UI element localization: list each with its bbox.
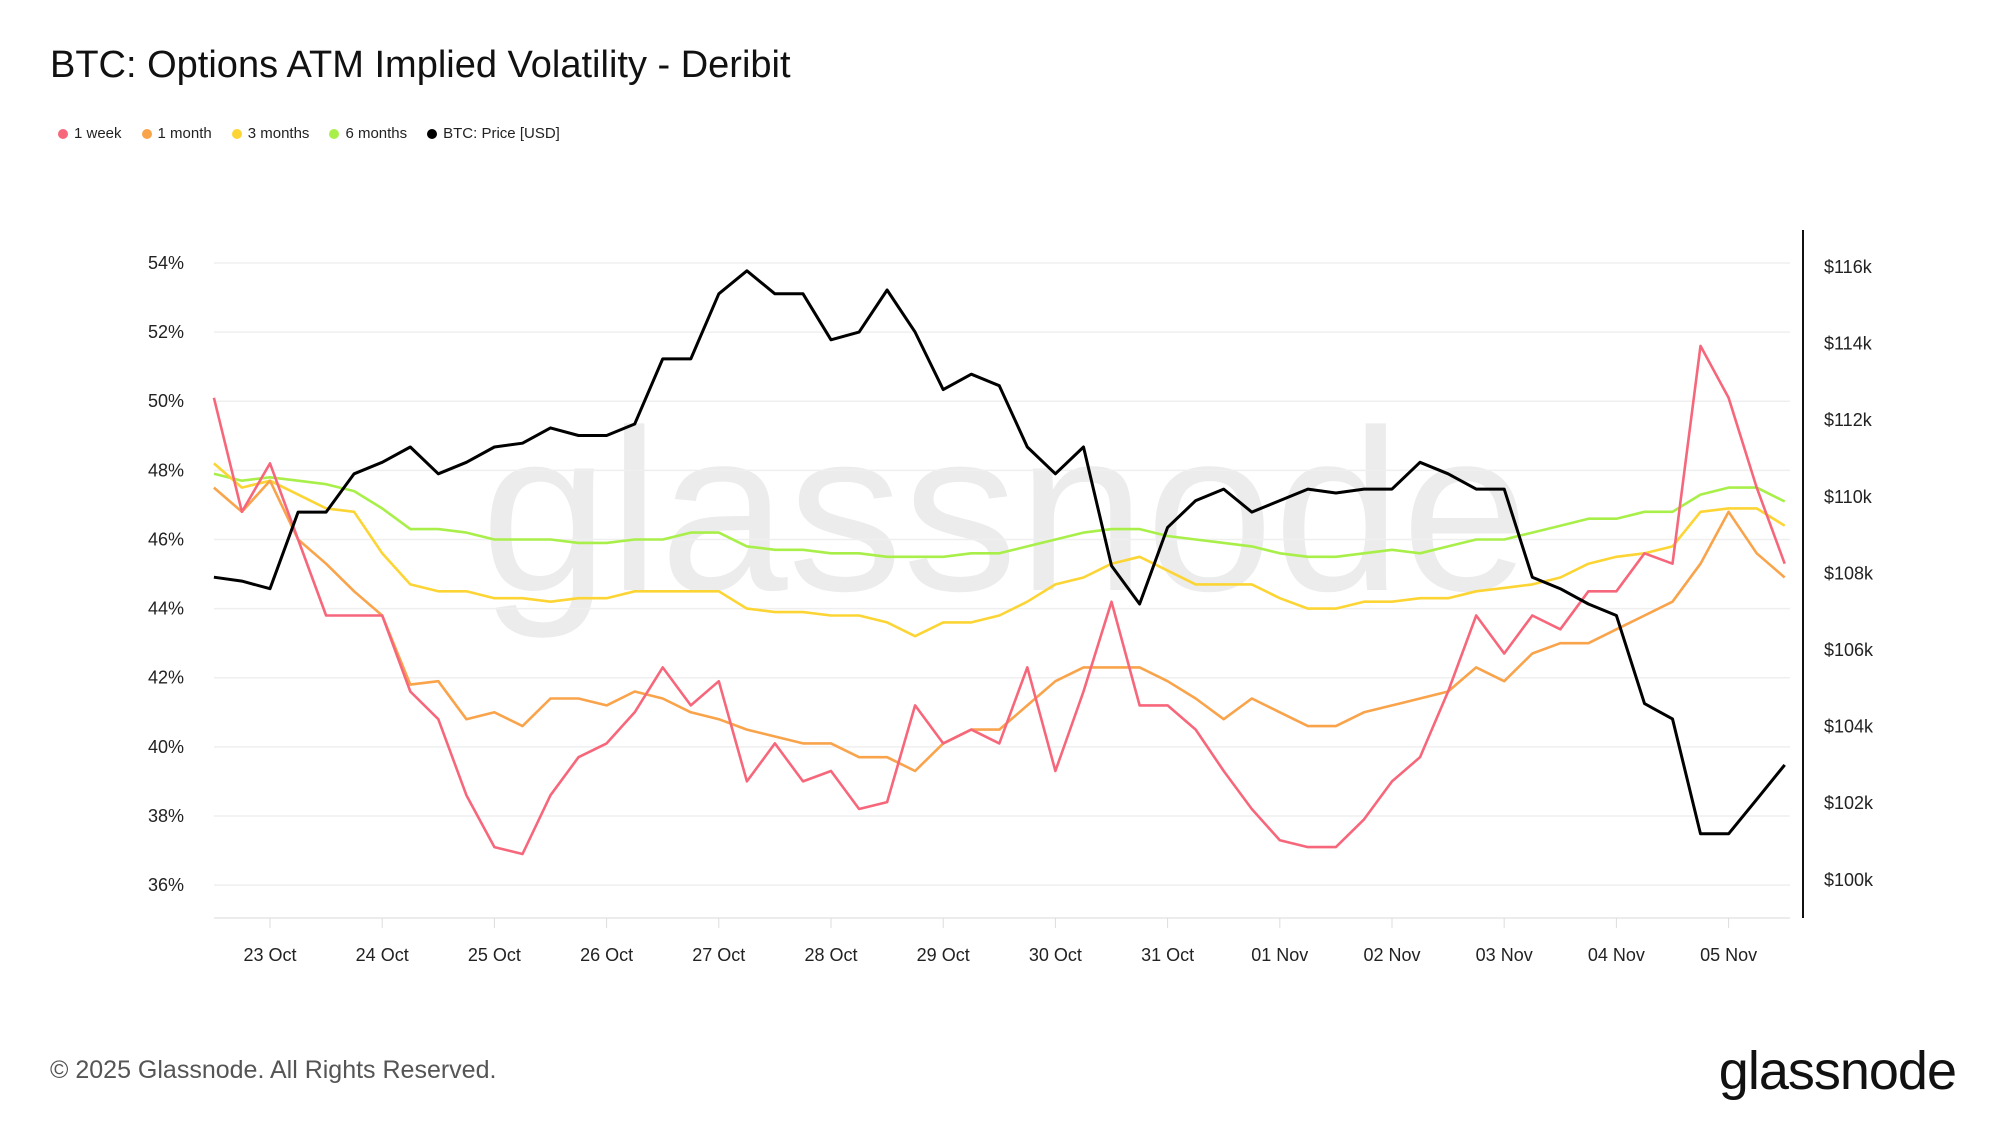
series-line-1-week — [212, 344, 1786, 856]
legend-label: 1 week — [74, 125, 122, 142]
x-tick-label: 25 Oct — [468, 945, 521, 965]
x-tick-label: 26 Oct — [580, 945, 633, 965]
y-right-tick-label: $112k — [1824, 410, 1873, 430]
x-tick-label: 28 Oct — [804, 945, 857, 965]
y-left-tick-label: 46% — [148, 529, 184, 549]
y-left-tick-label: 50% — [148, 391, 184, 411]
x-tick-label: 01 Nov — [1251, 945, 1308, 965]
y-left-tick-label: 52% — [148, 322, 184, 342]
y-right-tick-label: $108k — [1824, 563, 1874, 583]
y-left-tick-label: 42% — [148, 668, 184, 688]
legend-label: BTC: Price [USD] — [443, 125, 560, 142]
legend-label: 1 month — [157, 125, 212, 142]
y-left-tick-label: 38% — [148, 806, 184, 826]
series-lines — [212, 269, 1786, 856]
y-right-tick-label: $104k — [1824, 717, 1874, 737]
legend-dot — [58, 128, 68, 139]
copyright: © 2025 Glassnode. All Rights Reserved. — [50, 1056, 497, 1084]
legend-item-btc-price[interactable]: BTC: Price [USD] — [427, 125, 560, 142]
legend-item-6-months[interactable]: 6 months — [329, 125, 407, 142]
legend-item-1-week[interactable]: 1 week — [58, 125, 122, 142]
legend-item-1-month[interactable]: 1 month — [141, 125, 212, 142]
y-left-tick-label: 44% — [148, 599, 184, 619]
legend-dot — [141, 128, 152, 139]
x-tick-label: 31 Oct — [1141, 945, 1194, 965]
y-right-tick-label: $116k — [1824, 257, 1873, 277]
legend-dot — [231, 128, 242, 139]
gridlines — [214, 262, 1790, 886]
y-right-tick-label: $102k — [1824, 793, 1874, 813]
x-tick-label: 04 Nov — [1588, 945, 1645, 965]
x-tick-label: 29 Oct — [917, 945, 970, 965]
legend-label: 6 months — [345, 125, 408, 142]
glassnode-logo: glassnode — [1718, 1041, 1957, 1101]
legend-label: 3 months — [247, 125, 310, 142]
x-tick-label: 02 Nov — [1363, 945, 1420, 965]
x-tick-label: 05 Nov — [1700, 945, 1757, 965]
y-right-tick-label: $106k — [1824, 640, 1874, 660]
x-tick-label: 30 Oct — [1029, 945, 1082, 965]
x-tick-label: 24 Oct — [356, 945, 409, 965]
x-tick-label: 27 Oct — [692, 945, 745, 965]
chart-title: BTC: Options ATM Implied Volatility - De… — [50, 44, 791, 86]
legend-dot — [329, 128, 340, 139]
series-line-btc-price-usd — [213, 269, 1786, 836]
series-line-1-month — [213, 479, 1786, 773]
x-tick-label: 03 Nov — [1476, 945, 1533, 965]
watermark: glassnode — [481, 382, 1530, 639]
axes: 36% 38% 40% 42% 44% 46% 48% 50% 52% 54% $100k $102k… — [148, 230, 1874, 965]
series-line-3-months — [213, 462, 1786, 638]
y-left-tick-label: 48% — [148, 460, 184, 480]
y-left-tick-label: 54% — [148, 253, 184, 273]
legend: 1 week 1 month 3 months 6 months BTC: Pr… — [58, 125, 560, 142]
y-right-tick-label: $100k — [1824, 870, 1874, 890]
x-tick-label: 23 Oct — [243, 945, 296, 965]
y-right-tick-label: $110k — [1824, 487, 1873, 507]
legend-dot — [427, 128, 438, 139]
series-line-6-months — [213, 472, 1786, 559]
y-left-tick-label: 40% — [148, 737, 184, 757]
legend-item-3-months[interactable]: 3 months — [231, 125, 310, 142]
y-right-tick-label: $114k — [1824, 334, 1873, 354]
y-left-tick-label: 36% — [148, 875, 184, 895]
